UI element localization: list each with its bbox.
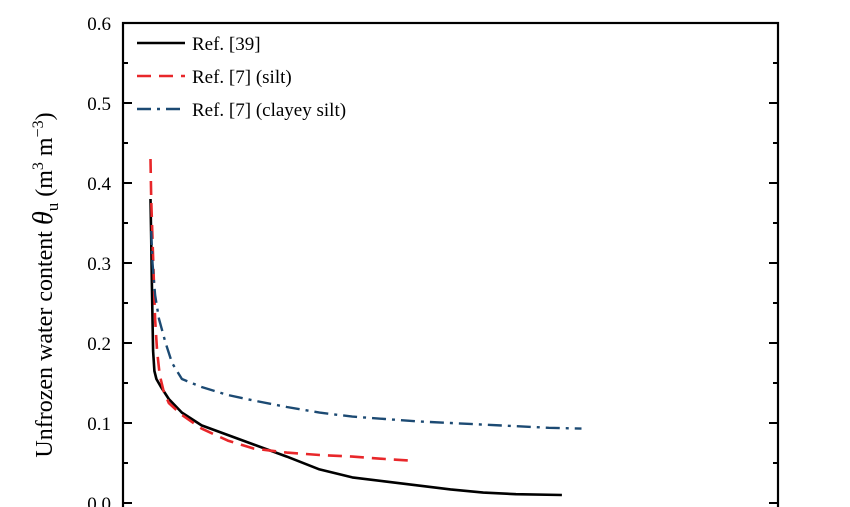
legend-label-2: Ref. [7] (clayey silt)	[192, 100, 346, 121]
series-line-0	[149, 198, 562, 497]
y-tick-label: 0.4	[87, 174, 111, 195]
y-tick-label: 0.2	[87, 334, 111, 355]
y-axis-label: Unfrozen water content θu (m3 m−3)	[28, 112, 62, 457]
series-lines	[149, 158, 582, 497]
y-tick-label: 0.3	[87, 254, 111, 275]
y-tick-label: 0.1	[87, 414, 111, 435]
plot-frame	[121, 21, 780, 507]
plot-area	[121, 21, 780, 507]
series-line-2	[150, 230, 582, 430]
series-line-1	[149, 158, 412, 462]
legend-label-0: Ref. [39]	[192, 34, 261, 55]
legend-label-1: Ref. [7] (silt)	[192, 67, 292, 88]
y-tick-label: 0.0	[87, 494, 111, 507]
y-tick-label: 0.5	[87, 94, 111, 115]
legend: Ref. [39] Ref. [7] (silt) Ref. [7] (clayey…	[137, 34, 346, 121]
y-axis-ticks: 0.0 0.1 0.2 0.3 0.4 0.5 0.6	[87, 14, 778, 507]
y-tick-label: 0.6	[87, 14, 111, 35]
